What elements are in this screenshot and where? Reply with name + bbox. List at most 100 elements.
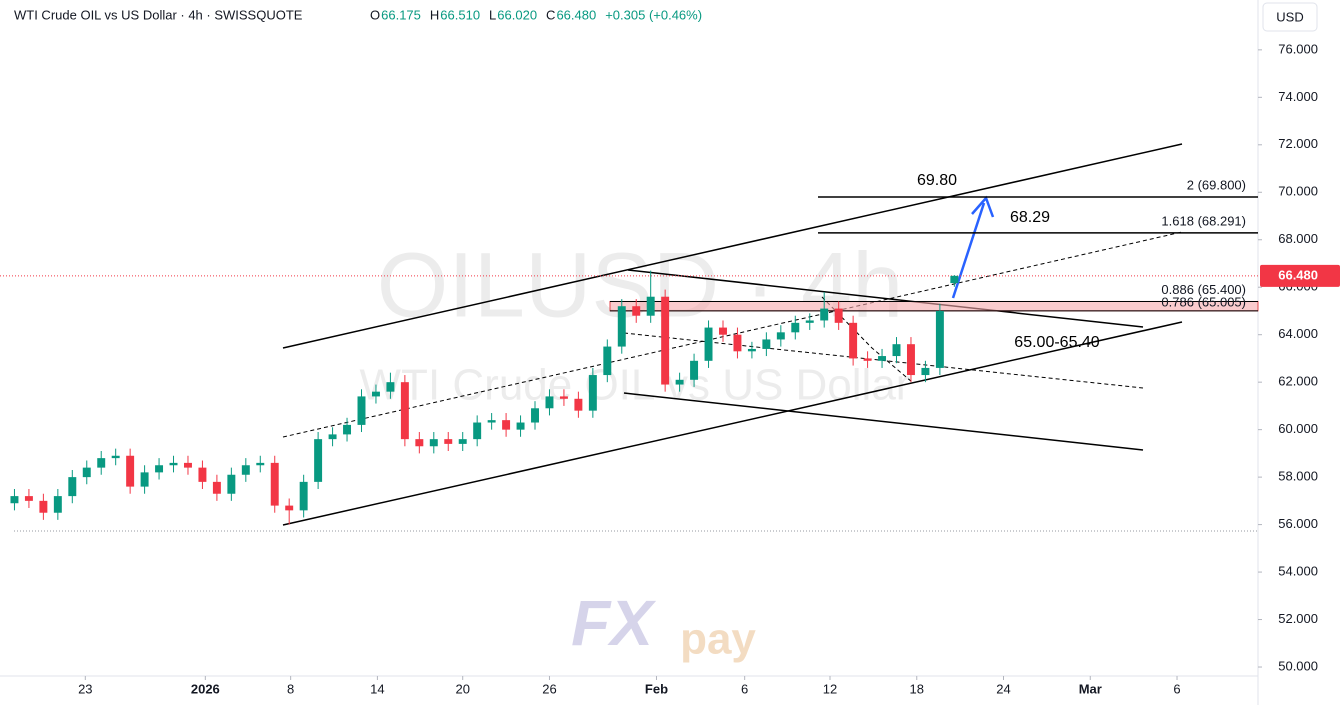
fib-label: 0.886 (65.400) — [1161, 282, 1246, 297]
candle-body — [126, 455, 135, 487]
brand-fx: FX — [571, 587, 656, 659]
candle-body — [588, 375, 597, 411]
candle-body — [328, 434, 337, 440]
y-tick-label: 62.000 — [1278, 374, 1318, 389]
candle-body — [545, 396, 554, 409]
candle-body — [444, 439, 453, 444]
candle-body — [805, 320, 814, 323]
brand-pay: pay — [680, 615, 756, 664]
candle-body — [473, 422, 482, 440]
y-tick-label: 76.000 — [1278, 41, 1318, 56]
candle-body — [39, 500, 48, 513]
ohlc-value: 66.480 — [556, 7, 596, 22]
chart-title: WTI Crude OIL vs US Dollar · 4h · SWISSQ… — [14, 7, 303, 22]
candle-body — [285, 505, 294, 511]
ohlc-value: 66.510 — [440, 7, 480, 22]
price-tag-label: 66.480 — [1278, 267, 1318, 282]
y-tick-label: 70.000 — [1278, 184, 1318, 199]
candle-body — [256, 462, 265, 466]
candle-body — [270, 462, 279, 506]
candle-body — [646, 296, 655, 316]
candle-body — [733, 334, 742, 352]
candle-body — [603, 346, 612, 376]
candle-body — [97, 458, 106, 468]
y-tick-label: 54.000 — [1278, 564, 1318, 579]
fib-label: 1.618 (68.291) — [1161, 213, 1246, 228]
candle-body — [212, 481, 221, 494]
ohlc-value: 66.175 — [381, 7, 421, 22]
candle-body — [704, 327, 713, 361]
candle-body — [386, 382, 395, 392]
candle-body — [617, 306, 626, 347]
drawings — [14, 143, 1258, 532]
ohlc-label: H — [430, 7, 439, 22]
candle-body — [502, 420, 511, 430]
ohlc-label: C — [546, 7, 555, 22]
y-tick-label: 60.000 — [1278, 421, 1318, 436]
candle-body — [415, 439, 424, 447]
candle-body — [863, 358, 872, 361]
candle-body — [935, 310, 944, 368]
candle-body — [574, 398, 583, 411]
x-tick-label: 18 — [910, 681, 924, 696]
x-tick-label: 26 — [542, 681, 556, 696]
candle-body — [371, 391, 380, 397]
candle-body — [921, 367, 930, 376]
y-tick-label: 50.000 — [1278, 658, 1318, 673]
fib-label: 2 (69.800) — [1187, 177, 1246, 192]
candle-body — [531, 408, 539, 423]
candle-body — [357, 396, 366, 425]
candle-body — [227, 474, 236, 494]
candle-body — [719, 327, 727, 335]
watermark-symbol: OILUSD · 4h — [377, 234, 904, 336]
candle-body — [559, 396, 568, 399]
annotation: 68.29 — [1010, 209, 1050, 226]
candle-body — [762, 339, 771, 349]
x-tick-label: 20 — [455, 681, 469, 696]
price-tag — [1260, 264, 1340, 287]
y-tick-label: 52.000 — [1278, 611, 1318, 626]
ohlc-value: 66.020 — [497, 7, 537, 22]
candle-body — [776, 332, 785, 340]
candle-body — [487, 420, 496, 423]
ohlc-legend: O 66.175 H 66.510 L 66.020 C 66.480 +0.305 (+0.4… — [370, 7, 702, 22]
x-tick-label: 8 — [287, 681, 294, 696]
candle-body — [241, 465, 250, 475]
x-tick-label: 14 — [370, 681, 384, 696]
channel-lower — [282, 321, 1183, 526]
ohlc-label: O — [370, 7, 380, 22]
desc-channel-upper — [627, 269, 1144, 328]
watermark: OILUSD · 4h WTI Crude OIL vs US Dollar F… — [360, 234, 911, 663]
candle-body — [661, 296, 670, 385]
candle-body — [24, 496, 33, 501]
candle-body — [878, 356, 887, 361]
currency-button[interactable] — [1262, 2, 1318, 32]
desc-channel-lower — [623, 392, 1144, 451]
x-tick-label: 2026 — [191, 681, 220, 696]
candle-body — [458, 439, 467, 444]
candle-body — [690, 360, 699, 380]
x-tick-label: 6 — [1173, 681, 1180, 696]
x-tick-label: 23 — [78, 681, 92, 696]
change: +0.305 (+0.46%) — [605, 7, 702, 22]
y-tick-label: 74.000 — [1278, 89, 1318, 104]
candle-body — [155, 465, 164, 473]
candle-body — [429, 439, 438, 447]
candle-body — [140, 472, 149, 487]
candle-body — [675, 379, 684, 385]
x-tick-label: Mar — [1079, 681, 1102, 696]
annotation: 65.00-65.40 — [1014, 334, 1100, 351]
x-tick-label: 24 — [996, 681, 1010, 696]
candle-body — [111, 455, 120, 459]
currency[interactable]: USD — [1276, 9, 1303, 24]
candle-body — [184, 462, 192, 468]
candle-body — [68, 477, 77, 497]
candle-body — [906, 344, 915, 376]
candle-body — [198, 467, 207, 482]
candle-body — [820, 308, 829, 321]
candle-body — [791, 322, 800, 333]
watermark-description: WTI Crude OIL vs US Dollar — [360, 361, 911, 410]
candle-body — [53, 496, 62, 513]
